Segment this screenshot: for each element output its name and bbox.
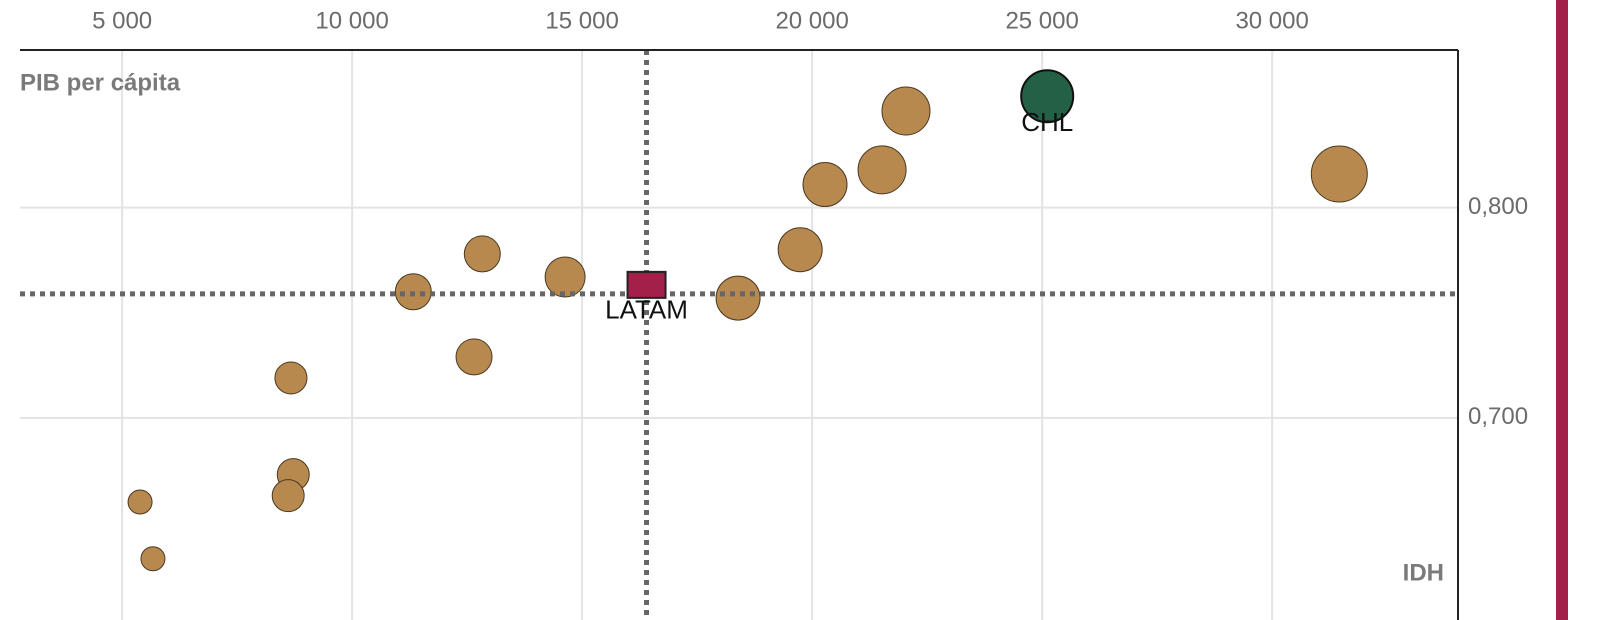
y-axis-label: IDH <box>1403 559 1444 586</box>
bubble <box>881 86 931 136</box>
x-tick-label: 15 000 <box>545 7 618 34</box>
x-tick-label: 30 000 <box>1235 7 1308 34</box>
bubble <box>463 235 501 273</box>
bubble <box>271 479 305 513</box>
y-tick-label: 0,800 <box>1468 193 1528 220</box>
bubble <box>544 256 586 298</box>
y-tick-label: 0,700 <box>1468 403 1528 430</box>
point-label: LATAM <box>605 295 688 325</box>
side-bar <box>1556 0 1568 620</box>
bubble <box>802 162 848 208</box>
bubble <box>274 361 308 395</box>
bubble <box>857 145 907 195</box>
bubble <box>455 338 493 376</box>
x-tick-label: 25 000 <box>1005 7 1078 34</box>
bubble <box>140 546 166 572</box>
bubble <box>715 275 761 321</box>
x-axis-label: PIB per cápita <box>20 69 181 96</box>
x-tick-label: 20 000 <box>775 7 848 34</box>
grid <box>20 50 1458 620</box>
x-tick-label: 5 000 <box>92 7 152 34</box>
bubble <box>777 227 823 273</box>
bubble <box>127 489 153 515</box>
point-label: CHL <box>1021 107 1073 137</box>
x-tick-label: 10 000 <box>315 7 388 34</box>
highlight-marker <box>1020 69 1075 124</box>
marks: CHL LATAM <box>20 50 1458 620</box>
bubble <box>1310 145 1368 203</box>
highlight-marker <box>626 270 667 299</box>
